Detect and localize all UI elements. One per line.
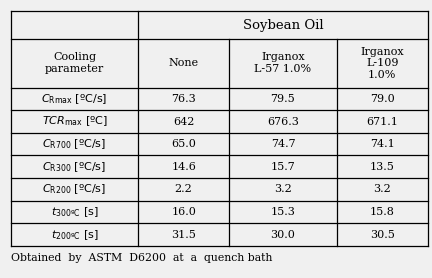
Text: $\mathit{C}_\mathregular{R300}$ [ºC/s]: $\mathit{C}_\mathregular{R300}$ [ºC/s] bbox=[42, 160, 107, 174]
Text: 642: 642 bbox=[173, 116, 194, 126]
Text: 15.8: 15.8 bbox=[370, 207, 395, 217]
Text: 15.7: 15.7 bbox=[270, 162, 295, 172]
Text: 16.0: 16.0 bbox=[171, 207, 196, 217]
Text: $\mathit{t}_\mathregular{200ºC}$ [s]: $\mathit{t}_\mathregular{200ºC}$ [s] bbox=[51, 228, 98, 242]
Text: 15.3: 15.3 bbox=[270, 207, 295, 217]
Text: 30.5: 30.5 bbox=[370, 230, 395, 240]
Text: 31.5: 31.5 bbox=[171, 230, 196, 240]
Text: 79.5: 79.5 bbox=[270, 94, 295, 104]
Text: Obtained  by  ASTM  D6200  at  a  quench bath: Obtained by ASTM D6200 at a quench bath bbox=[11, 253, 272, 263]
Text: 14.6: 14.6 bbox=[171, 162, 196, 172]
Text: 13.5: 13.5 bbox=[370, 162, 395, 172]
Text: 74.1: 74.1 bbox=[370, 139, 395, 149]
Text: 76.3: 76.3 bbox=[171, 94, 196, 104]
Text: 79.0: 79.0 bbox=[370, 94, 395, 104]
Text: 676.3: 676.3 bbox=[267, 116, 299, 126]
Text: Irganox
L-57 1.0%: Irganox L-57 1.0% bbox=[254, 53, 311, 74]
Text: 74.7: 74.7 bbox=[270, 139, 295, 149]
Text: $\mathit{C}_\mathregular{R200}$ [ºC/s]: $\mathit{C}_\mathregular{R200}$ [ºC/s] bbox=[42, 183, 107, 196]
Text: $\mathit{t}_\mathregular{300ºC}$ [s]: $\mathit{t}_\mathregular{300ºC}$ [s] bbox=[51, 205, 98, 219]
Text: $\mathit{C}_\mathregular{R700}$ [ºC/s]: $\mathit{C}_\mathregular{R700}$ [ºC/s] bbox=[42, 137, 107, 151]
Text: Cooling
parameter: Cooling parameter bbox=[45, 53, 104, 74]
Text: 2.2: 2.2 bbox=[175, 184, 193, 194]
Text: 65.0: 65.0 bbox=[171, 139, 196, 149]
Text: 3.2: 3.2 bbox=[274, 184, 292, 194]
Text: 30.0: 30.0 bbox=[270, 230, 295, 240]
Text: 3.2: 3.2 bbox=[373, 184, 391, 194]
Text: None: None bbox=[168, 58, 199, 68]
Text: Irganox
L-109
1.0%: Irganox L-109 1.0% bbox=[361, 47, 404, 80]
Text: $\mathit{C}_\mathregular{Rmax}$ [ºC/s]: $\mathit{C}_\mathregular{Rmax}$ [ºC/s] bbox=[41, 92, 108, 106]
Text: Soybean Oil: Soybean Oil bbox=[243, 19, 323, 31]
Text: 671.1: 671.1 bbox=[366, 116, 398, 126]
Text: $\mathit{TCR}_\mathregular{max}$ [ºC]: $\mathit{TCR}_\mathregular{max}$ [ºC] bbox=[41, 115, 108, 128]
